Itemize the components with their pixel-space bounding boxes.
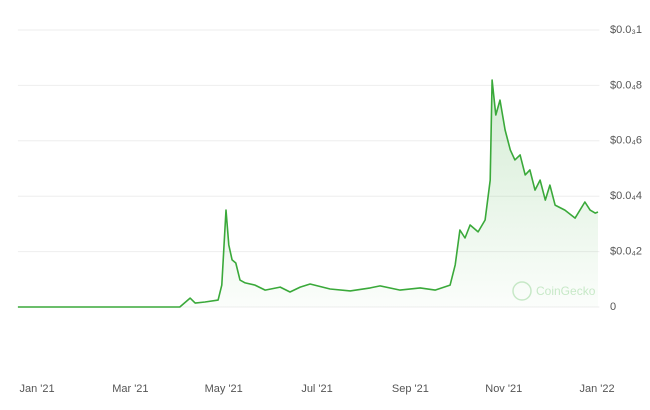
x-tick-label: Jan '22 xyxy=(579,383,614,395)
x-tick-label: May '21 xyxy=(205,383,243,395)
x-tick-label: Jan '21 xyxy=(19,383,54,395)
watermark: CoinGecko xyxy=(536,284,596,298)
y-tick-label: $0.0₄2 xyxy=(610,246,642,258)
y-tick-label: $0.0₃1 xyxy=(610,24,642,36)
series xyxy=(17,79,599,308)
y-tick-label: $0.0₄8 xyxy=(610,79,642,91)
labels: 0 $0.0₄2 $0.0₄4 $0.0₄6 $0.0₄8 $0.0₃1 Jan '21 Ma… xyxy=(19,24,642,395)
y-tick-label: 0 xyxy=(610,301,616,313)
y-tick-label: $0.0₄4 xyxy=(610,190,642,202)
x-tick-label: Jul '21 xyxy=(301,383,332,395)
watermark-logo xyxy=(512,281,532,301)
area xyxy=(17,80,598,307)
watermark-group: CoinGecko xyxy=(512,281,596,301)
x-tick-label: Mar '21 xyxy=(112,383,148,395)
line xyxy=(17,79,599,308)
x-tick-label: Nov '21 xyxy=(485,383,522,395)
x-tick-label: Sep '21 xyxy=(392,383,429,395)
y-tick-label: $0.0₄6 xyxy=(610,135,642,147)
